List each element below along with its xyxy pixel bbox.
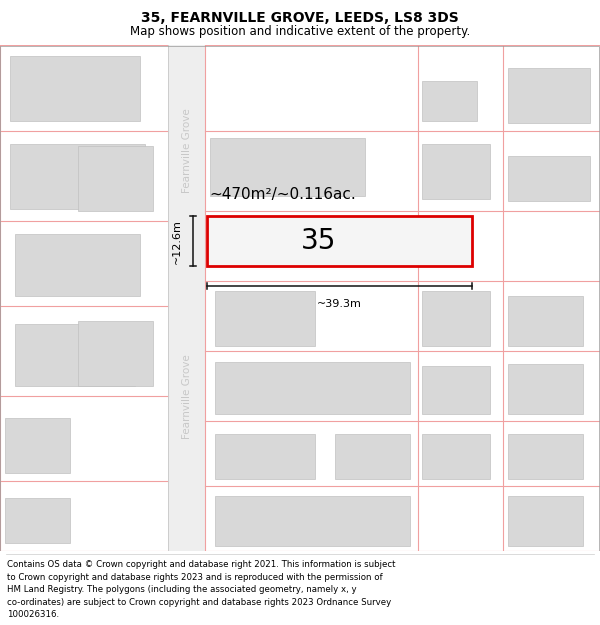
Bar — [508, 434, 583, 479]
Bar — [5, 498, 70, 543]
Text: Map shows position and indicative extent of the property.: Map shows position and indicative extent… — [130, 25, 470, 38]
Bar — [422, 144, 490, 199]
Text: 35: 35 — [301, 227, 336, 255]
Bar — [15, 234, 140, 296]
Text: ~12.6m: ~12.6m — [172, 219, 182, 264]
Bar — [508, 296, 583, 346]
Bar — [422, 291, 490, 346]
Text: ~39.3m: ~39.3m — [317, 299, 362, 309]
Bar — [78, 321, 153, 386]
Bar — [215, 496, 410, 546]
Bar — [5, 418, 70, 473]
Bar — [210, 138, 365, 196]
Bar — [10, 56, 140, 121]
Bar — [168, 45, 205, 551]
Bar — [508, 156, 590, 201]
Text: Fearnville Grove: Fearnville Grove — [182, 109, 191, 193]
Bar — [215, 362, 410, 414]
Bar — [508, 364, 583, 414]
Bar — [215, 291, 315, 346]
Text: ~470m²/~0.116ac.: ~470m²/~0.116ac. — [209, 187, 356, 202]
Bar — [422, 81, 477, 121]
Bar — [15, 324, 135, 386]
Bar — [10, 144, 145, 209]
Bar — [207, 216, 472, 266]
Bar — [210, 223, 270, 263]
Bar — [508, 496, 583, 546]
Text: 35, FEARNVILLE GROVE, LEEDS, LS8 3DS: 35, FEARNVILLE GROVE, LEEDS, LS8 3DS — [141, 11, 459, 25]
Text: Fearnville Grove: Fearnville Grove — [182, 354, 191, 439]
Bar — [422, 366, 490, 414]
Bar — [215, 434, 315, 479]
Text: Contains OS data © Crown copyright and database right 2021. This information is : Contains OS data © Crown copyright and d… — [7, 560, 396, 619]
Bar — [78, 146, 153, 211]
Bar — [508, 68, 590, 123]
Bar — [335, 434, 410, 479]
Bar — [422, 434, 490, 479]
